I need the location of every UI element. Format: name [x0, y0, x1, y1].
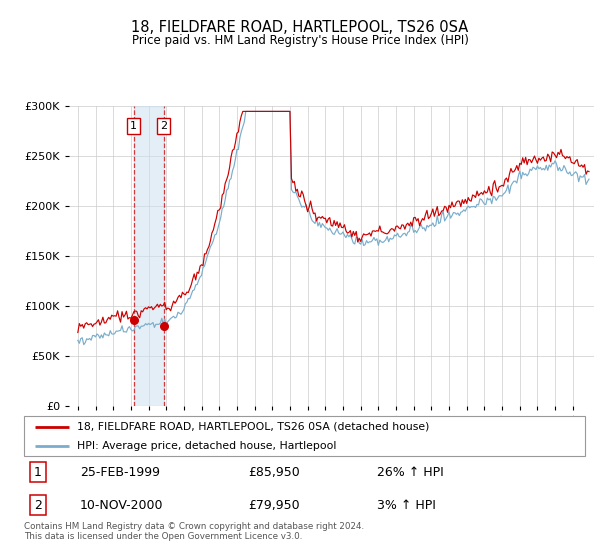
- Text: £79,950: £79,950: [248, 498, 300, 512]
- Text: 10-NOV-2000: 10-NOV-2000: [80, 498, 164, 512]
- Text: 2: 2: [34, 498, 42, 512]
- Text: £85,950: £85,950: [248, 465, 300, 479]
- Text: Contains HM Land Registry data © Crown copyright and database right 2024.
This d: Contains HM Land Registry data © Crown c…: [24, 522, 364, 542]
- Text: 25-FEB-1999: 25-FEB-1999: [80, 465, 160, 479]
- Bar: [134, 106, 164, 406]
- Text: 26% ↑ HPI: 26% ↑ HPI: [377, 465, 444, 479]
- FancyBboxPatch shape: [24, 416, 585, 456]
- Text: 1: 1: [130, 122, 137, 132]
- Text: 3% ↑ HPI: 3% ↑ HPI: [377, 498, 436, 512]
- Text: 2: 2: [160, 122, 167, 132]
- Text: 18, FIELDFARE ROAD, HARTLEPOOL, TS26 0SA: 18, FIELDFARE ROAD, HARTLEPOOL, TS26 0SA: [131, 20, 469, 35]
- Text: 1: 1: [34, 465, 42, 479]
- Text: HPI: Average price, detached house, Hartlepool: HPI: Average price, detached house, Hart…: [77, 441, 337, 451]
- Text: Price paid vs. HM Land Registry's House Price Index (HPI): Price paid vs. HM Land Registry's House …: [131, 34, 469, 46]
- Text: 18, FIELDFARE ROAD, HARTLEPOOL, TS26 0SA (detached house): 18, FIELDFARE ROAD, HARTLEPOOL, TS26 0SA…: [77, 422, 430, 432]
